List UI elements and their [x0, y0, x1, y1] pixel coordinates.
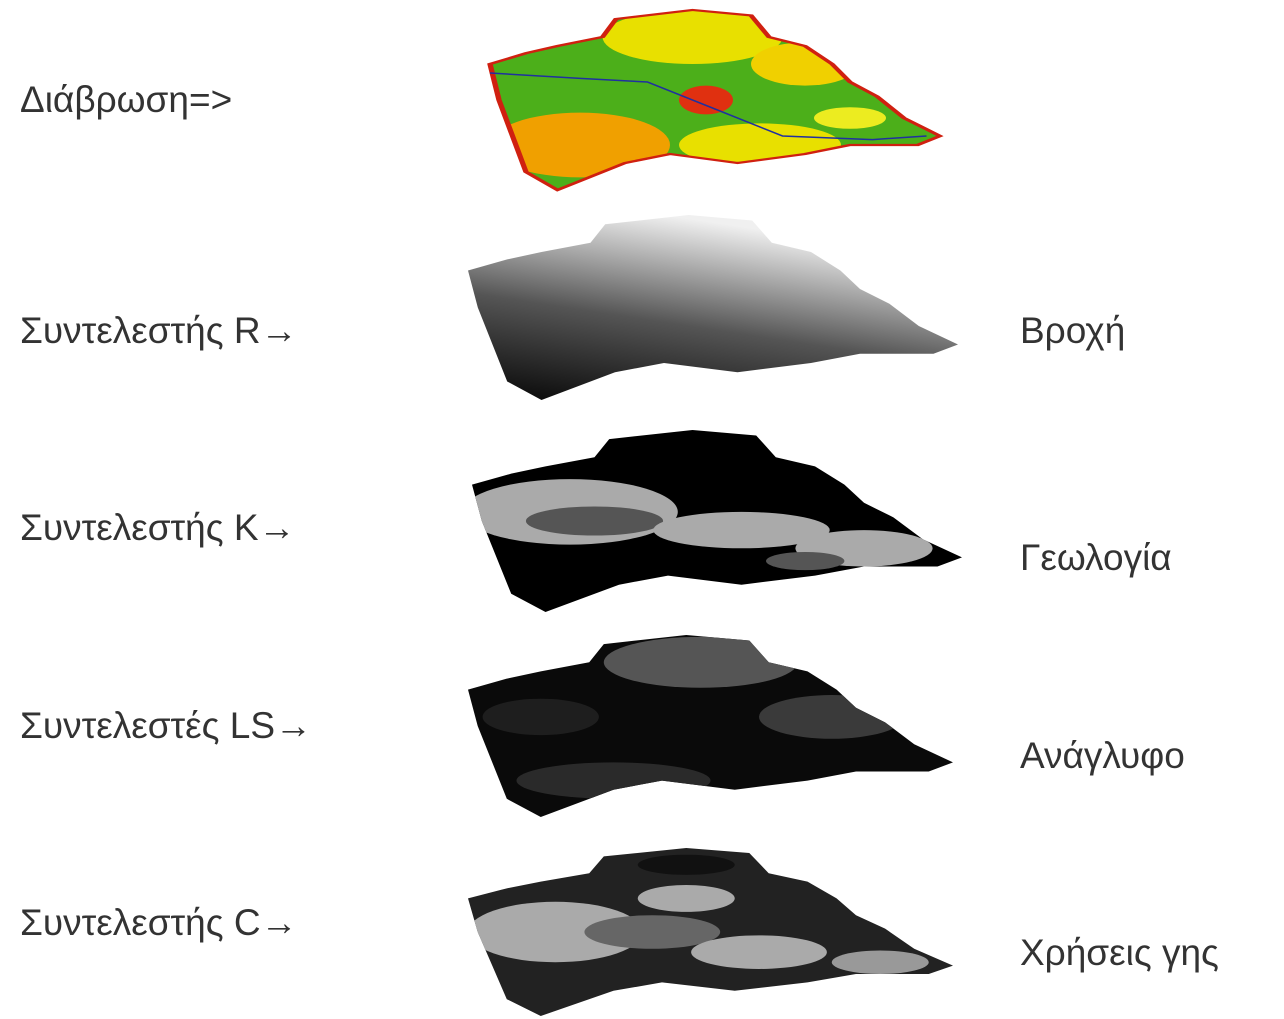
factor-label: Συντελεστής R→ [20, 310, 298, 351]
relief-map [468, 635, 953, 817]
factor-source: Χρήσεις γης [1020, 932, 1219, 973]
factor-source: Γεωλογία [1020, 537, 1172, 578]
erosion-map [490, 10, 940, 190]
rainfall-map [468, 215, 958, 400]
slide: Διάβρωση=> Συντελεστής R→ Βροχή Συντελεσ… [0, 0, 1284, 1019]
erosion-label: Διάβρωση=> [20, 79, 232, 120]
geology-map [462, 430, 962, 612]
page: Διάβρωση=> Συντελεστής R→ Βροχή Συντελεσ… [0, 0, 1284, 1019]
factor-label: Συντελεστής C→ [20, 902, 298, 943]
factor-label: Συντελεστής K→ [20, 507, 296, 548]
landuse-map [468, 848, 953, 1016]
factor-label: Συντελεστές LS→ [20, 705, 312, 746]
factor-source: Βροχή [1020, 310, 1125, 351]
factor-source: Ανάγλυφο [1020, 735, 1185, 776]
